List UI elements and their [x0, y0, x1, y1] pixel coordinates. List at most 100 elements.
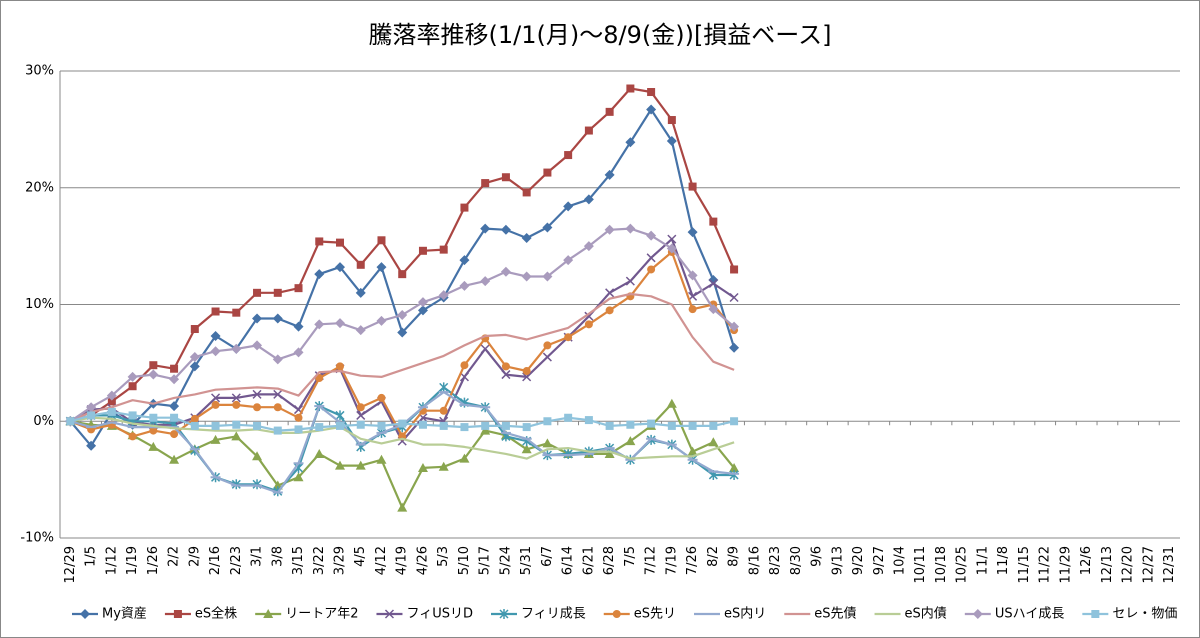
- marker: [1091, 610, 1100, 618]
- marker: [583, 241, 594, 252]
- y-tick-label: 30%: [25, 64, 54, 79]
- x-tick-label: 2/2: [167, 546, 182, 567]
- marker: [314, 319, 325, 330]
- marker: [294, 413, 303, 422]
- x-tick-label: 12/13: [1100, 546, 1115, 583]
- x-tick-label: 2/16: [208, 546, 223, 575]
- marker: [253, 421, 262, 430]
- marker: [355, 287, 366, 298]
- marker: [439, 245, 448, 254]
- x-tick-label: 9/6: [810, 546, 825, 567]
- marker: [625, 137, 636, 148]
- marker: [170, 364, 179, 373]
- marker: [605, 107, 614, 116]
- x-tick-label: 3/15: [291, 546, 306, 575]
- marker: [397, 327, 408, 338]
- marker: [356, 260, 365, 269]
- marker: [170, 430, 179, 439]
- marker: [272, 354, 283, 365]
- x-tick-label: 11/15: [1017, 546, 1032, 583]
- marker: [604, 224, 615, 235]
- marker: [612, 610, 621, 618]
- marker: [438, 290, 449, 301]
- marker: [293, 347, 304, 358]
- marker: [398, 270, 407, 279]
- marker: [709, 217, 718, 226]
- marker: [500, 224, 511, 235]
- marker: [522, 372, 532, 382]
- marker: [211, 421, 220, 430]
- marker: [459, 453, 470, 463]
- marker: [625, 436, 636, 446]
- marker: [417, 297, 428, 308]
- x-tick-label: 5/10: [457, 546, 472, 575]
- marker: [356, 403, 365, 412]
- marker: [253, 403, 262, 412]
- marker: [376, 262, 387, 273]
- marker: [564, 413, 573, 422]
- marker: [564, 151, 573, 160]
- marker: [605, 421, 614, 430]
- marker: [211, 393, 221, 403]
- legend-label: eS先リ: [634, 607, 676, 622]
- marker: [86, 440, 97, 451]
- x-tick-label: 1/5: [84, 546, 99, 567]
- marker: [667, 421, 676, 430]
- marker: [417, 462, 428, 472]
- marker: [169, 401, 180, 412]
- marker: [501, 173, 510, 182]
- x-tick-label: 10/18: [934, 546, 949, 583]
- marker: [480, 276, 491, 287]
- x-tick-label: 5/17: [478, 546, 493, 575]
- marker: [294, 425, 303, 434]
- marker: [211, 307, 220, 316]
- marker: [459, 255, 470, 266]
- x-tick-label: 9/20: [851, 546, 866, 575]
- marker: [418, 420, 427, 429]
- marker: [688, 305, 697, 314]
- marker: [708, 437, 719, 447]
- marker: [355, 325, 366, 336]
- marker: [480, 425, 491, 435]
- marker: [522, 188, 531, 197]
- x-tick-label: 11/29: [1058, 546, 1073, 583]
- x-tick-label: 5/3: [436, 546, 451, 567]
- marker: [107, 397, 116, 406]
- marker: [127, 371, 138, 382]
- x-tick-label: 6/28: [602, 546, 617, 575]
- marker: [543, 341, 552, 350]
- x-tick-label: 1/12: [104, 546, 119, 575]
- marker: [626, 84, 635, 93]
- marker: [128, 382, 137, 391]
- x-tick-label: 8/23: [768, 546, 783, 575]
- marker: [384, 609, 394, 619]
- marker: [667, 116, 676, 125]
- marker: [335, 262, 345, 273]
- marker: [542, 352, 552, 362]
- marker: [149, 361, 158, 370]
- x-tick-label: 12/6: [1079, 546, 1094, 575]
- x-tick-label: 12/31: [1162, 546, 1177, 583]
- marker: [315, 423, 324, 432]
- marker: [626, 420, 635, 429]
- x-tick-label: 8/2: [706, 546, 721, 567]
- x-tick-label: 8/30: [789, 546, 804, 575]
- marker: [481, 179, 490, 188]
- marker: [294, 284, 303, 293]
- marker: [336, 421, 344, 430]
- marker: [708, 278, 718, 289]
- y-tick-label: -10%: [20, 531, 54, 546]
- y-tick-label: 10%: [25, 297, 54, 312]
- marker: [418, 246, 427, 255]
- marker: [522, 423, 531, 432]
- marker: [460, 361, 469, 370]
- marker: [80, 609, 90, 619]
- chart-title: 騰落率推移(1/1(月)～8/9(金))[損益ベース]: [369, 21, 832, 49]
- marker: [687, 227, 698, 238]
- legend-label: フィUSリD: [406, 607, 473, 622]
- marker: [625, 276, 635, 286]
- marker: [231, 393, 241, 403]
- marker: [128, 432, 137, 441]
- marker: [729, 292, 739, 303]
